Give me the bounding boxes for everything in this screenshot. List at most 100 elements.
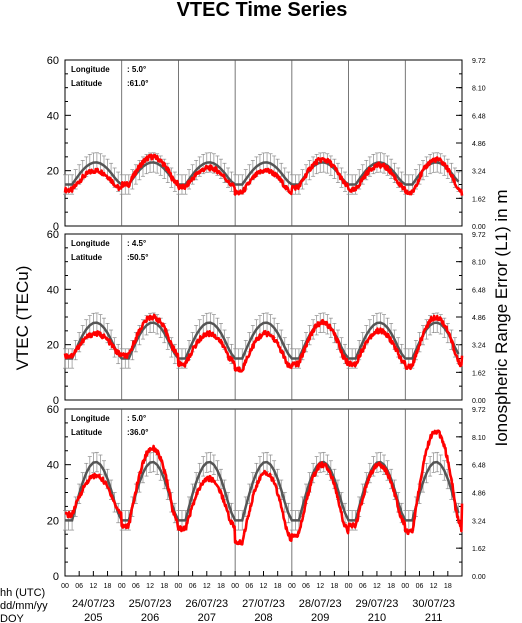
x-hour-label: 18 (160, 583, 168, 590)
row-label-hour: hh (UTC) (0, 587, 45, 599)
x-doy-label: 206 (141, 612, 159, 623)
x-date-label: 28/07/23 (299, 598, 342, 610)
x-hour-label: 06 (359, 583, 367, 590)
x-hour-label: 18 (104, 583, 112, 590)
y-tick-label-right: 3.24 (472, 343, 486, 350)
x-hour-label: 12 (260, 583, 268, 590)
x-hour-label: 06 (302, 583, 310, 590)
y-tick-label-left: 0 (53, 221, 59, 233)
y-tick-label-right: 0.00 (472, 224, 486, 231)
x-doy-label: 210 (368, 612, 386, 623)
longitude-value: : 5.0° (127, 65, 146, 74)
x-hour-label: 00 (61, 583, 69, 590)
x-hour-label: 00 (345, 583, 353, 590)
row-label-doy: DOY (0, 613, 25, 623)
y-tick-label-right: 3.24 (472, 518, 486, 525)
latitude-value: :36.0° (127, 428, 148, 437)
y-tick-label-right: 1.62 (472, 546, 486, 553)
x-date-label: 27/07/23 (242, 598, 285, 610)
y-tick-label-right: 4.86 (472, 141, 486, 148)
chart-title: VTEC Time Series (177, 0, 348, 21)
x-date-label: 24/07/23 (72, 598, 115, 610)
latitude-value: :50.5° (127, 253, 148, 262)
series-measured-line (64, 429, 464, 546)
y-tick-label-left: 60 (47, 55, 59, 67)
longitude-label: Longitude (71, 239, 110, 248)
y-tick-label-left: 20 (47, 340, 59, 352)
y-tick-label-left: 40 (47, 284, 59, 296)
latitude-label: Latitude (71, 253, 103, 262)
y-tick-label-left: 20 (47, 515, 59, 527)
y-tick-label-right: 8.10 (472, 260, 486, 267)
x-doy-label: 207 (198, 612, 216, 623)
x-doy-label: 205 (84, 612, 102, 623)
panel-1: 0 20 40 60 0.00 1.62 3.24 4.86 6.48 8.10 9.72 Longi… (47, 55, 486, 233)
y-tick-label-left: 20 (47, 166, 59, 178)
x-date-label: 30/07/23 (412, 598, 455, 610)
x-doy-label: 211 (425, 612, 443, 623)
x-hour-label: 18 (387, 583, 395, 590)
x-hour-label: 06 (245, 583, 253, 590)
x-hour-label: 00 (288, 583, 296, 590)
panel-2: 0 20 40 60 0.00 1.62 3.24 4.86 6.48 8.10 9.72 Longi… (47, 229, 486, 407)
x-hour-label: 00 (118, 583, 126, 590)
x-hour-label: 06 (416, 583, 424, 590)
x-doy-label: 208 (254, 612, 272, 623)
series-reference-line (65, 321, 460, 360)
y-tick-label-right: 8.10 (472, 86, 486, 93)
y-tick-label-right: 1.62 (472, 370, 486, 377)
x-hour-label: 12 (373, 583, 381, 590)
latitude-label: Latitude (71, 79, 103, 88)
longitude-label: Longitude (71, 65, 110, 74)
x-hour-label: 18 (217, 583, 225, 590)
longitude-value: : 4.5° (127, 239, 146, 248)
y-tick-label-left: 0 (53, 395, 59, 407)
series-measured-line (63, 153, 464, 196)
x-hour-label: 12 (430, 583, 438, 590)
y-tick-label-left: 60 (47, 229, 59, 241)
x-date-label: 29/07/23 (356, 598, 399, 610)
x-hour-label: 18 (274, 583, 282, 590)
series-measured-line (63, 313, 464, 373)
x-hour-label: 12 (316, 583, 324, 590)
x-hour-label: 06 (132, 583, 140, 590)
x-date-label: 26/07/23 (185, 598, 228, 610)
y-tick-label-right: 9.72 (472, 407, 486, 414)
latitude-value: :61.0° (127, 79, 148, 88)
longitude-value: : 5.0° (127, 414, 146, 423)
y-tick-label-right: 4.86 (472, 491, 486, 498)
y-axis-label-right: Ionospheric Range Error (L1) in m (492, 189, 511, 446)
x-hour-label: 18 (444, 583, 452, 590)
y-tick-label-left: 0 (53, 571, 59, 583)
y-axis-label-left: VTEC (TECu) (13, 266, 32, 371)
x-hour-label: 06 (75, 583, 83, 590)
y-tick-label-right: 9.72 (472, 58, 486, 65)
panel-frame (64, 408, 463, 577)
y-tick-label-right: 0.00 (472, 574, 486, 581)
y-tick-label-right: 1.62 (472, 196, 486, 203)
x-hour-label: 00 (175, 583, 183, 590)
y-tick-label-left: 40 (47, 110, 59, 122)
y-tick-label-right: 4.86 (472, 315, 486, 322)
y-tick-label-right: 3.24 (472, 169, 486, 176)
x-hour-label: 00 (231, 583, 239, 590)
y-tick-label-right: 0.00 (472, 398, 486, 405)
x-date-label: 25/07/23 (129, 598, 172, 610)
x-hour-label: 12 (203, 583, 211, 590)
y-tick-label-left: 60 (47, 404, 59, 416)
longitude-label: Longitude (71, 414, 110, 423)
y-tick-label-right: 9.72 (472, 232, 486, 239)
panel-frame (64, 59, 463, 227)
x-hour-label: 12 (146, 583, 154, 590)
x-hour-label: 00 (401, 583, 409, 590)
y-tick-label-right: 8.10 (472, 435, 486, 442)
x-hour-label: 06 (189, 583, 197, 590)
y-tick-label-right: 6.48 (472, 287, 486, 294)
y-tick-label-right: 6.48 (472, 113, 486, 120)
x-doy-label: 209 (311, 612, 329, 623)
x-hour-label: 12 (89, 583, 97, 590)
row-label-date: dd/mm/yy (0, 600, 48, 612)
panels-layer: 0 20 40 60 0.00 1.62 3.24 4.86 6.48 8.10 9.72 Longi… (47, 55, 486, 583)
